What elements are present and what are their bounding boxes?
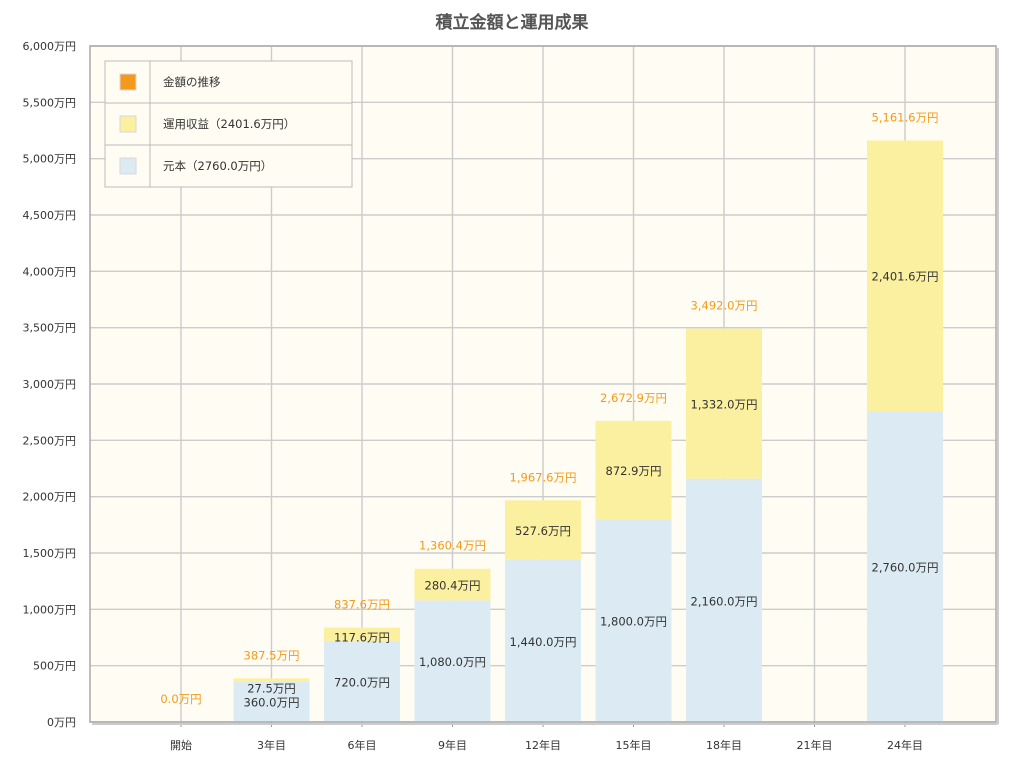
bar-returns bbox=[414, 568, 491, 601]
plot-frame bbox=[89, 45, 997, 723]
y-tick-label: 2,500万円 bbox=[23, 434, 77, 447]
bar-principal-label: 1,800.0万円 bbox=[600, 615, 667, 629]
y-tick-label: 3,000万円 bbox=[23, 378, 77, 391]
x-tick-label: 24年目 bbox=[887, 738, 923, 752]
y-tick-label: 5,500万円 bbox=[23, 96, 77, 109]
y-tick-label: 3,500万円 bbox=[23, 322, 77, 335]
bar-principal-label: 1,440.0万円 bbox=[510, 635, 577, 649]
legend-label: 運用収益（2401.6万円） bbox=[163, 117, 295, 131]
bar-principal-label: 2,760.0万円 bbox=[872, 561, 939, 575]
bar-total-label: 5,161.6万円 bbox=[872, 110, 939, 124]
bar-total-label: 0.0万円 bbox=[160, 692, 201, 706]
bar-principal bbox=[414, 600, 491, 722]
x-tick-label: 18年目 bbox=[706, 738, 742, 752]
bar-principal bbox=[867, 411, 943, 722]
bar-returns-label: 1,332.0万円 bbox=[691, 398, 758, 412]
bar-principal bbox=[686, 478, 762, 722]
x-tick-label: 開始 bbox=[170, 738, 192, 752]
y-tick-label: 2,000万円 bbox=[23, 491, 77, 504]
bar-principal-label: 360.0万円 bbox=[244, 696, 300, 710]
bar-returns bbox=[867, 140, 943, 412]
legend-label: 金額の推移 bbox=[163, 75, 221, 89]
legend-box bbox=[104, 60, 353, 188]
legend-swatch bbox=[119, 73, 137, 91]
bar-total-label: 1,967.6万円 bbox=[510, 470, 577, 484]
bar-returns bbox=[324, 627, 400, 641]
bar-returns-label: 527.6万円 bbox=[515, 524, 571, 538]
bar-returns-label: 872.9万円 bbox=[606, 464, 662, 478]
bar-total-label: 2,672.9万円 bbox=[600, 391, 667, 405]
x-tick-label: 3年目 bbox=[257, 738, 286, 752]
y-tick-label: 4,000万円 bbox=[23, 265, 77, 278]
bar-principal-label: 2,160.0万円 bbox=[691, 594, 758, 608]
x-tick-label: 9年目 bbox=[438, 738, 467, 752]
x-tick-label: 12年目 bbox=[525, 738, 561, 752]
legend-swatch bbox=[119, 115, 137, 133]
y-tick-label: 5,000万円 bbox=[23, 153, 77, 166]
bar-principal bbox=[324, 640, 400, 722]
bar-returns bbox=[595, 420, 672, 520]
x-tick-label: 6年目 bbox=[348, 738, 377, 752]
bar-principal-label: 1,080.0万円 bbox=[419, 655, 486, 669]
y-tick-label: 0万円 bbox=[47, 716, 76, 729]
bar-returns-label: 117.6万円 bbox=[334, 631, 390, 645]
y-tick-label: 1,500万円 bbox=[23, 547, 77, 560]
bar-principal bbox=[595, 519, 672, 722]
bar-total-label: 837.6万円 bbox=[334, 598, 390, 612]
bar-principal bbox=[505, 559, 581, 722]
legend-swatch bbox=[119, 157, 137, 175]
y-tick-label: 1,000万円 bbox=[23, 603, 77, 616]
bar-returns-label: 27.5万円 bbox=[247, 681, 296, 695]
x-tick-label: 21年目 bbox=[797, 738, 833, 752]
chart-title: 積立金額と運用成果 bbox=[436, 12, 589, 33]
bar-total-label: 3,492.0万円 bbox=[691, 299, 758, 313]
bar-total-label: 387.5万円 bbox=[244, 648, 300, 662]
bar-returns-label: 280.4万円 bbox=[425, 579, 481, 593]
bar-total-label: 1,360.4万円 bbox=[419, 539, 486, 553]
legend-label: 元本（2760.0万円） bbox=[163, 159, 272, 173]
y-tick-label: 4,500万円 bbox=[23, 209, 77, 222]
y-tick-label: 500万円 bbox=[33, 660, 76, 673]
y-tick-label: 6,000万円 bbox=[23, 40, 77, 53]
bar-returns bbox=[505, 500, 581, 560]
bar-returns-label: 2,401.6万円 bbox=[872, 270, 939, 284]
bar-principal bbox=[233, 681, 310, 722]
bar-principal-label: 720.0万円 bbox=[334, 675, 390, 689]
bar-returns bbox=[233, 678, 310, 682]
x-tick-label: 15年目 bbox=[616, 738, 652, 752]
bar-returns bbox=[686, 328, 762, 479]
